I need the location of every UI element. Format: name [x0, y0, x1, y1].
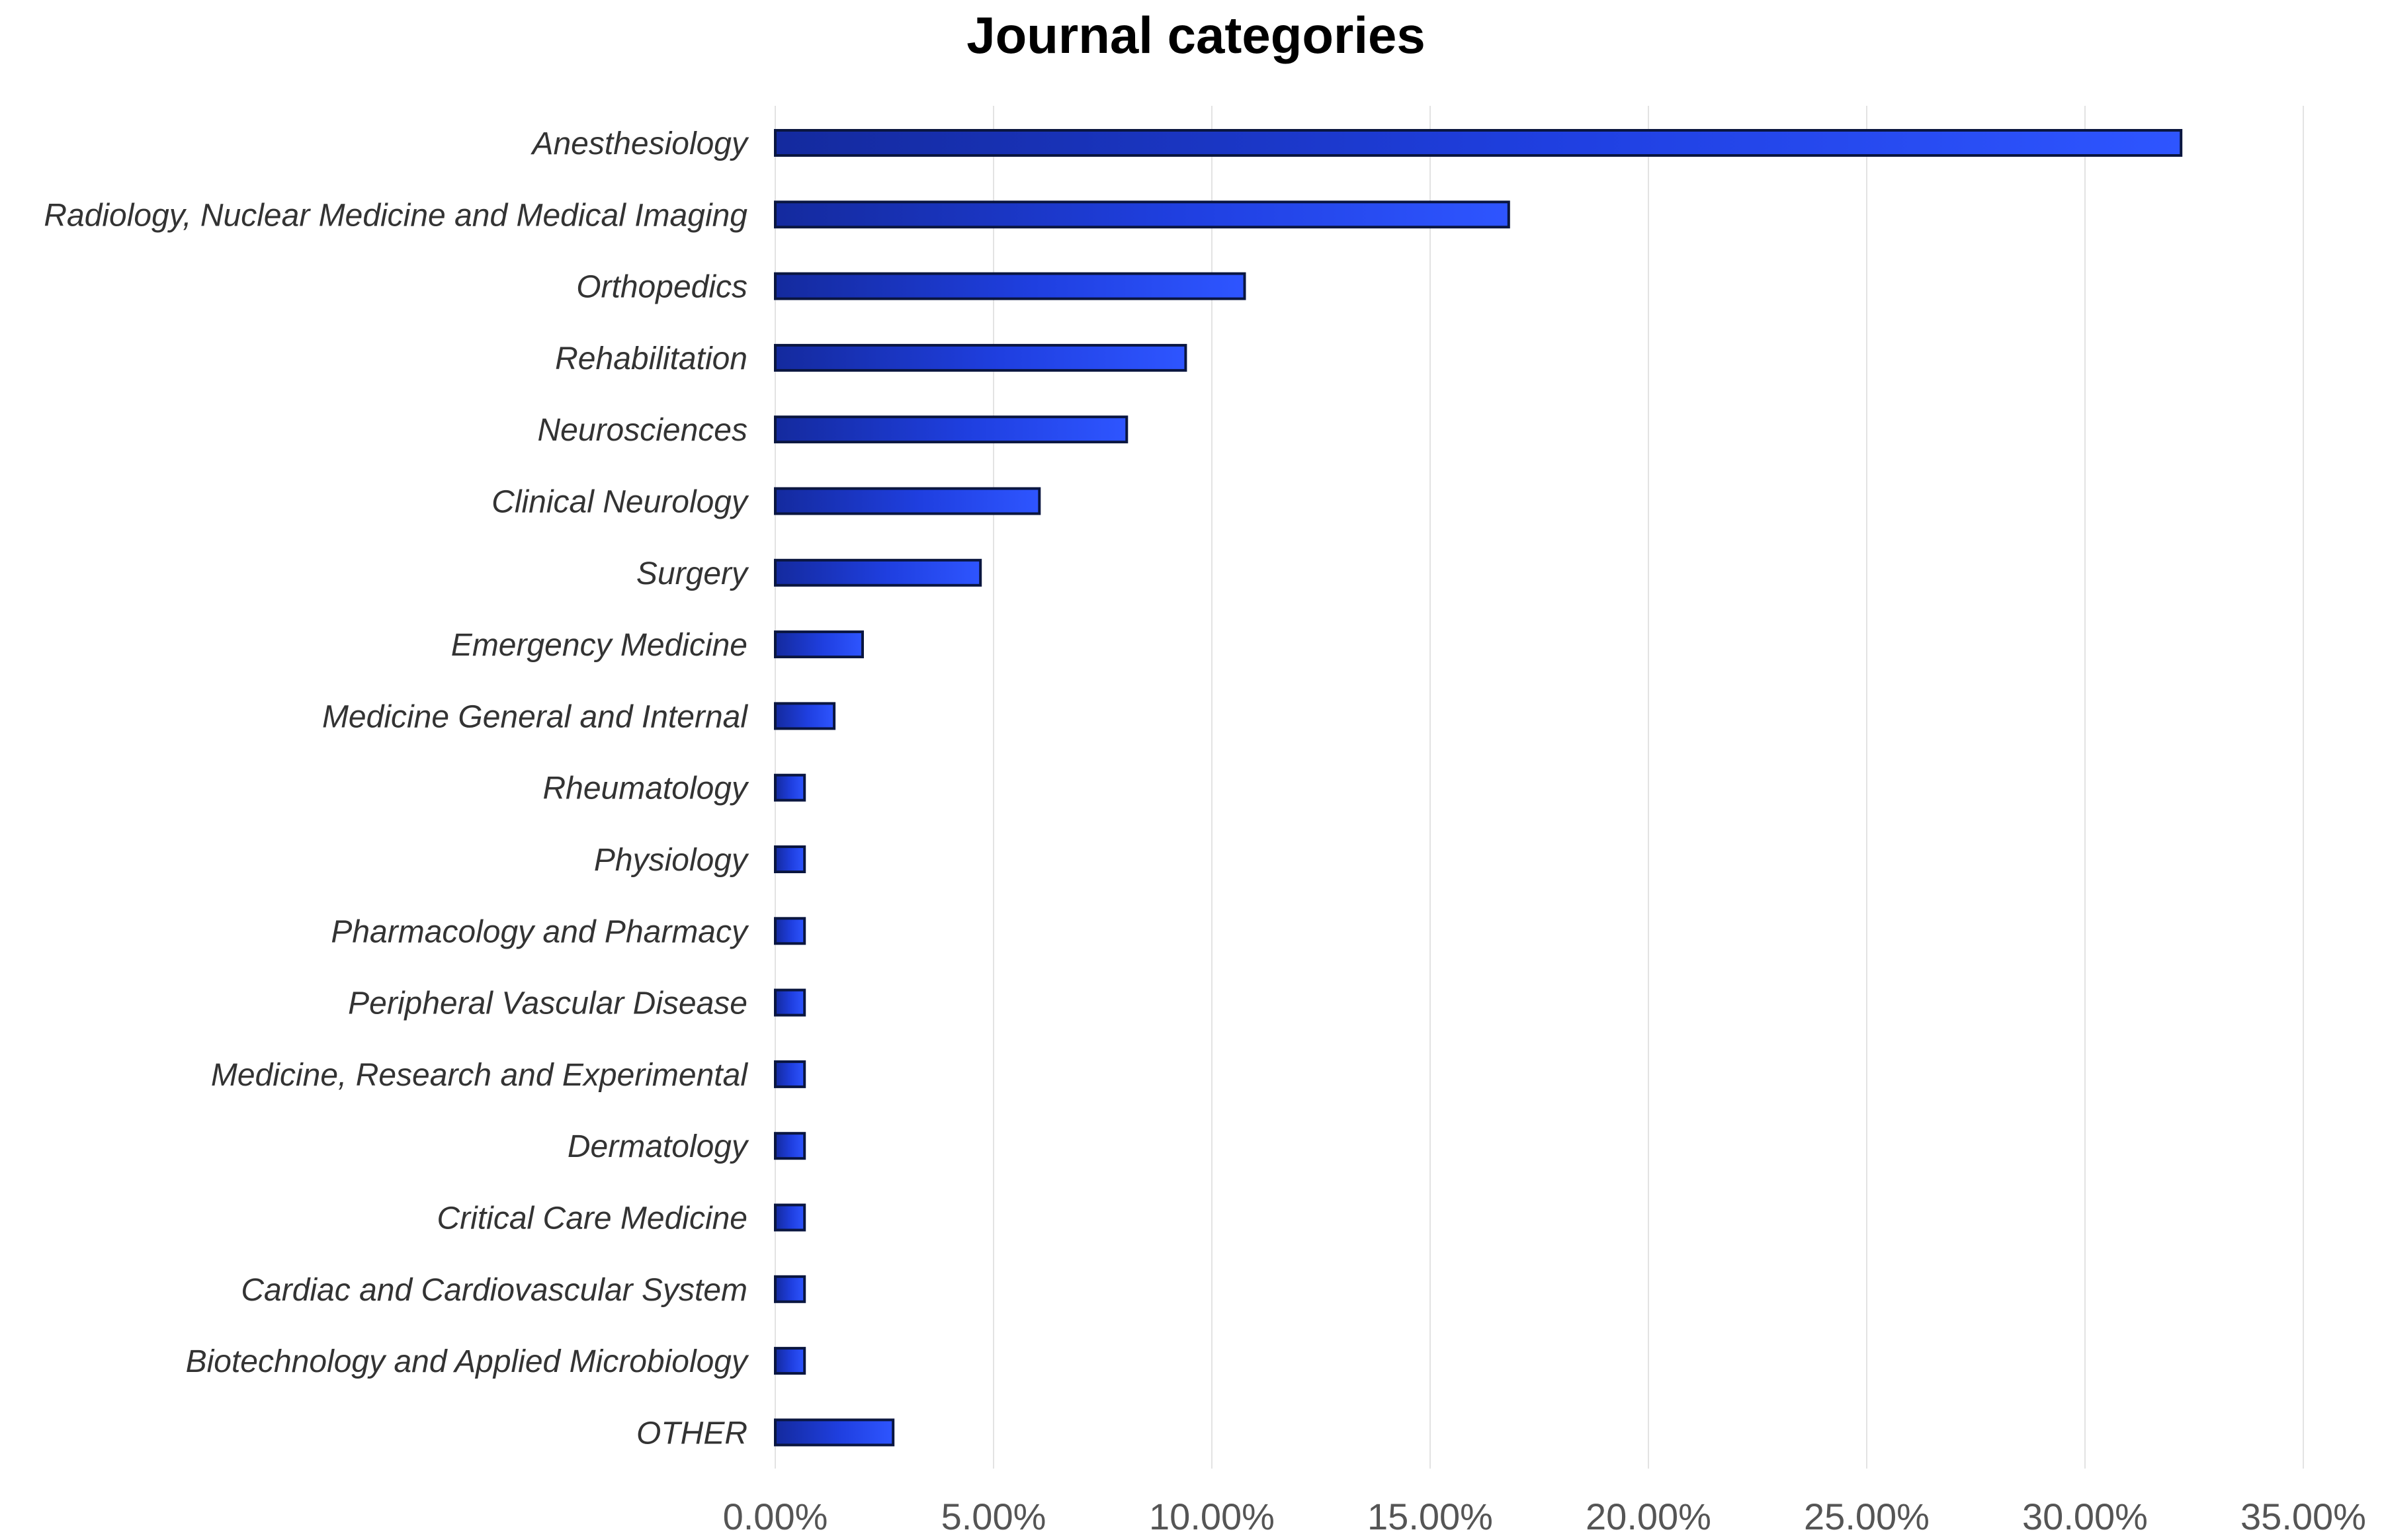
category-label: OTHER — [636, 1416, 747, 1451]
category-label: Peripheral Vascular Disease — [348, 986, 747, 1021]
category-label: Neurosciences — [538, 413, 747, 448]
bar — [774, 415, 1128, 444]
x-axis-tick-labels: 0.00% 5.00% 10.00% 15.00% 20.00% 25.00% 30.00%… — [723, 1496, 2366, 1537]
bar — [774, 1347, 806, 1375]
x-tick-label: 25.00% — [1804, 1496, 1930, 1537]
category-label: Physiology — [594, 843, 749, 878]
bar — [774, 1203, 806, 1232]
bar — [774, 1418, 895, 1447]
bar — [774, 272, 1246, 300]
grid-lines — [775, 106, 2304, 1469]
bar — [774, 1060, 806, 1088]
chart-title: Journal categories — [966, 6, 1426, 64]
category-label: Surgery — [636, 556, 749, 591]
category-label: Orthopedics — [576, 270, 747, 305]
category-label: Medicine, Research and Experimental — [211, 1058, 748, 1093]
bar — [774, 487, 1041, 515]
category-label: Pharmacology and Pharmacy — [331, 914, 749, 949]
category-label: Rheumatology — [542, 771, 749, 806]
x-tick-label: 0.00% — [723, 1496, 828, 1537]
bars — [774, 129, 2183, 1447]
category-label: Emergency Medicine — [451, 628, 747, 663]
bar — [774, 845, 806, 873]
category-label: Clinical Neurology — [491, 485, 749, 520]
category-label: Cardiac and Cardiovascular System — [241, 1273, 747, 1308]
bar — [774, 630, 864, 659]
x-tick-label: 15.00% — [1367, 1496, 1493, 1537]
bar — [774, 343, 1187, 372]
bar — [774, 1132, 806, 1160]
x-tick-label: 20.00% — [1586, 1496, 1711, 1537]
category-label: Rehabilitation — [555, 341, 747, 376]
bar — [774, 917, 806, 945]
category-label: Dermatology — [568, 1129, 749, 1164]
bar — [774, 702, 836, 730]
bar — [774, 773, 806, 802]
bar — [774, 129, 2183, 157]
category-label: Medicine General and Internal — [322, 699, 748, 734]
category-label: Anesthesiology — [530, 126, 749, 161]
x-tick-label: 10.00% — [1149, 1496, 1275, 1537]
category-label: Critical Care Medicine — [437, 1201, 747, 1236]
x-tick-label: 35.00% — [2240, 1496, 2366, 1537]
bar — [774, 200, 1510, 229]
bar — [774, 1275, 806, 1303]
bar — [774, 988, 806, 1017]
category-label: Biotechnology and Applied Microbiology — [186, 1344, 749, 1379]
category-labels: Anesthesiology Radiology, Nuclear Medicin… — [44, 126, 749, 1451]
x-tick-label: 5.00% — [941, 1496, 1046, 1537]
category-label: Radiology, Nuclear Medicine and Medical … — [44, 198, 747, 233]
x-tick-label: 30.00% — [2022, 1496, 2148, 1537]
bar — [774, 558, 982, 587]
